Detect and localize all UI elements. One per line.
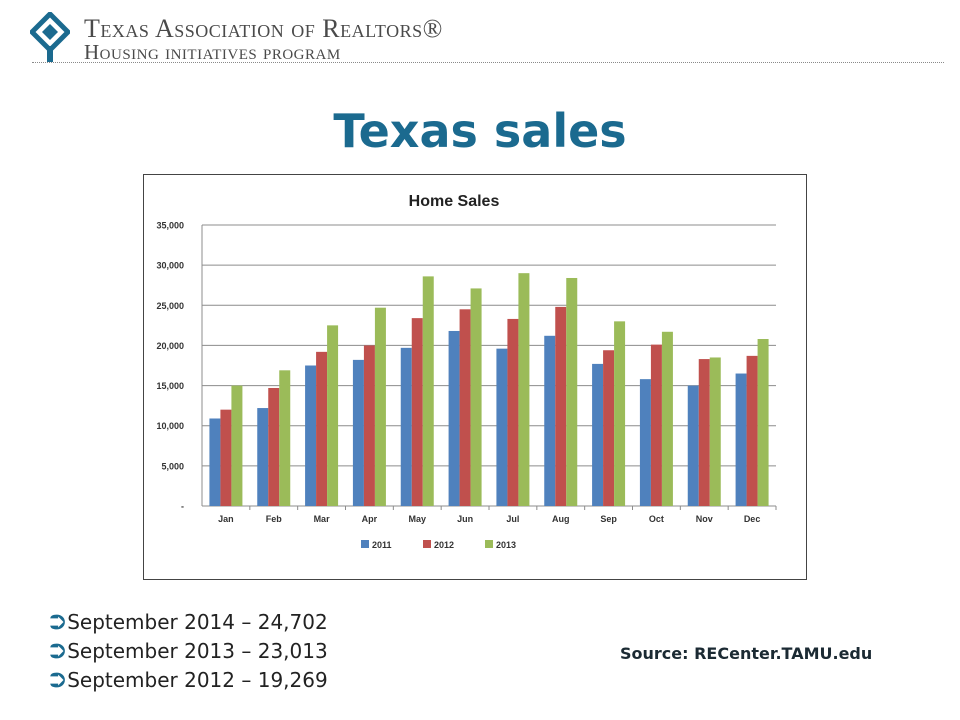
bar-2013-sep [614, 321, 626, 506]
bullet-text: September 2012 – 19,269 [67, 668, 328, 692]
x-tick-label: Jan [218, 514, 234, 524]
y-tick-label: 5,000 [161, 461, 184, 471]
bar-2012-jan [220, 409, 232, 506]
y-tick-label: 35,000 [156, 221, 184, 231]
bar-2012-mar [316, 351, 328, 506]
bar-2013-may [422, 276, 434, 506]
bar-2011-aug [544, 335, 556, 506]
x-tick-label: Apr [362, 514, 378, 524]
bar-2013-nov [709, 357, 721, 506]
bar-2013-apr [374, 307, 386, 506]
bar-2011-dec [735, 373, 747, 506]
bar-2011-oct [639, 379, 651, 506]
bar-2012-nov [698, 359, 710, 506]
bar-2011-apr [352, 359, 364, 506]
legend-swatch-2011 [361, 540, 369, 548]
bullet-list: ⮊ September 2014 – 24,702 ⮊ September 2013… [50, 608, 328, 695]
x-tick-label: Mar [314, 514, 331, 524]
arrow-bullet-icon: ⮊ [50, 668, 66, 692]
slide-title: Texas sales [333, 104, 627, 158]
bar-2011-nov [687, 385, 699, 506]
bar-2013-jun [470, 288, 482, 506]
bar-2013-jul [518, 273, 530, 506]
bar-2011-jan [209, 418, 221, 506]
bullet-item: ⮊ September 2014 – 24,702 [50, 608, 328, 637]
chart-title: Home Sales [409, 193, 500, 210]
x-tick-label: Feb [266, 514, 283, 524]
legend-swatch-2013 [485, 540, 493, 548]
bar-2013-feb [279, 370, 291, 506]
bar-2011-mar [305, 365, 317, 506]
bar-2011-jul [496, 348, 508, 506]
legend-label-2011: 2011 [372, 540, 392, 550]
y-tick-label: - [181, 502, 184, 512]
bullet-text: September 2014 – 24,702 [67, 610, 328, 634]
home-sales-chart: Home Sales - 5,000 10,000 15,000 20,000 25,00… [156, 193, 777, 550]
bar-2012-sep [603, 350, 615, 506]
legend-label-2012: 2012 [434, 540, 454, 550]
x-tick-label: Dec [744, 514, 761, 524]
y-tick-label: 30,000 [156, 261, 184, 271]
x-tick-label: Jul [506, 514, 519, 524]
bar-2013-dec [757, 339, 769, 506]
chart-frame: Home Sales - 5,000 10,000 15,000 20,000 25,00… [143, 174, 807, 580]
bar-2012-oct [650, 344, 662, 506]
bar-2013-aug [566, 277, 578, 506]
bar-2012-feb [268, 387, 280, 506]
bar-2011-jun [448, 330, 460, 506]
texas-realtors-logo [30, 12, 70, 62]
x-tick-label: Oct [649, 514, 664, 524]
y-tick-label: 10,000 [156, 421, 184, 431]
program-name: Housing initiatives program [84, 40, 341, 64]
x-tick-label: Sep [600, 514, 617, 524]
arrow-bullet-icon: ⮊ [50, 639, 66, 663]
bar-2013-oct [661, 331, 673, 506]
arrow-bullet-icon: ⮊ [50, 610, 66, 634]
org-name: Texas Association of Realtors® [84, 14, 443, 43]
bar-2011-may [400, 347, 412, 506]
bar-2011-feb [257, 408, 269, 506]
x-tick-label: Nov [696, 514, 713, 524]
bullet-text: September 2013 – 23,013 [67, 639, 328, 663]
x-tick-label: Jun [457, 514, 473, 524]
bar-2013-jan [231, 385, 243, 506]
bullet-item: ⮊ September 2013 – 23,013 [50, 637, 328, 666]
source-citation: Source: RECenter.TAMU.edu [620, 644, 873, 663]
bar-2012-dec [746, 355, 758, 506]
y-tick-label: 15,000 [156, 381, 184, 391]
x-tick-label: May [408, 514, 426, 524]
bullet-item: ⮊ September 2012 – 19,269 [50, 666, 328, 695]
x-tick-label: Aug [552, 514, 570, 524]
bar-2012-jun [459, 309, 471, 506]
bar-2013-mar [327, 325, 339, 506]
bar-2011-sep [592, 363, 604, 506]
header-divider [32, 62, 944, 63]
bar-2012-jul [507, 318, 519, 506]
y-tick-label: 20,000 [156, 341, 184, 351]
bar-2012-apr [363, 345, 375, 506]
y-tick-label: 25,000 [156, 301, 184, 311]
legend-swatch-2012 [423, 540, 431, 548]
bar-2012-aug [555, 306, 567, 506]
legend-label-2013: 2013 [496, 540, 516, 550]
bar-2012-may [411, 318, 423, 506]
